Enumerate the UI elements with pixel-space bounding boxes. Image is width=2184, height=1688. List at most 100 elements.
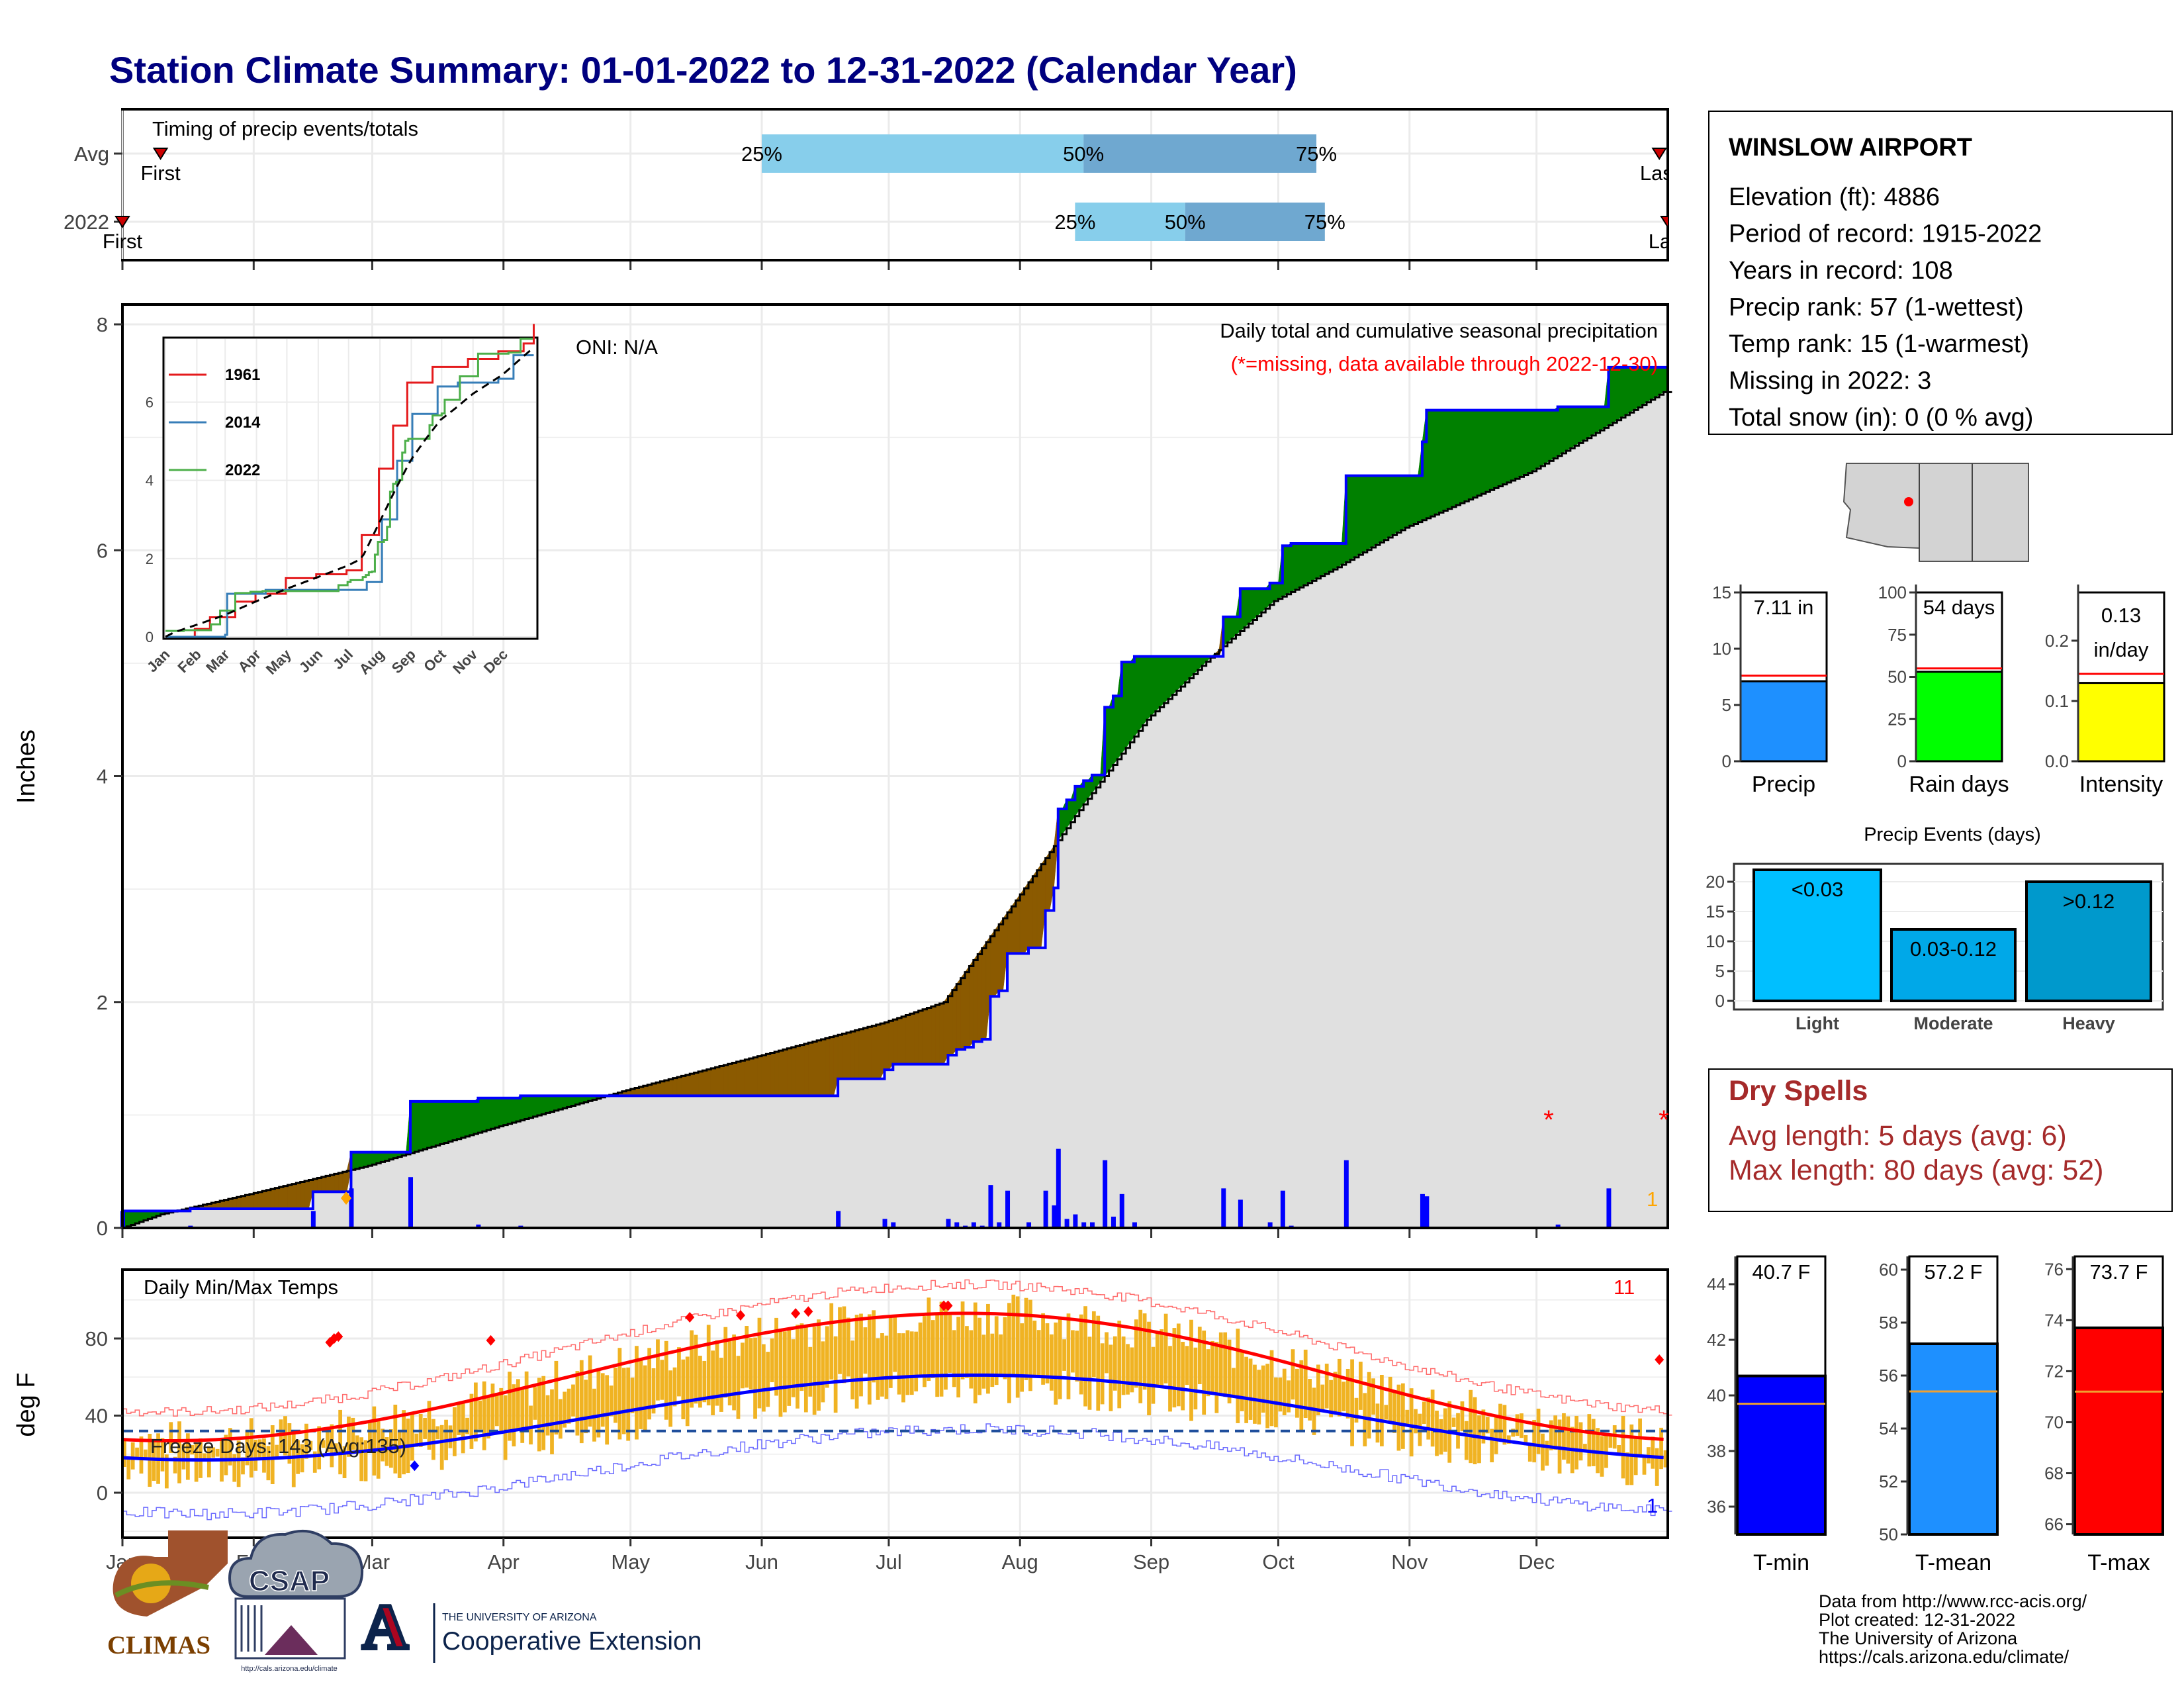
- daily-temp-bar: [275, 1444, 279, 1460]
- daily-temp-bar: [1426, 1397, 1431, 1440]
- daily-temp-bar: [393, 1404, 398, 1474]
- month-tick-label: Oct: [1262, 1550, 1295, 1573]
- inset-line-1961: [165, 324, 535, 638]
- temp-ytick-label: 72: [2044, 1361, 2064, 1381]
- daily-temp-bar: [185, 1433, 190, 1480]
- climas-logo: CLIMAS: [107, 1530, 228, 1660]
- normal-max-line: [122, 1311, 1664, 1442]
- daily-precip-bar: [1056, 1149, 1061, 1228]
- timing-row-label: Avg: [74, 142, 109, 165]
- daily-temp-bar: [965, 1326, 969, 1378]
- daily-temp-bar: [1109, 1344, 1113, 1411]
- daily-temp-bar: [588, 1355, 592, 1427]
- daily-temp-bar: [1524, 1434, 1528, 1446]
- daily-temp-bar: [1316, 1364, 1320, 1416]
- temp-bar-name: T-min: [1753, 1550, 1809, 1575]
- daily-temp-bar: [1320, 1384, 1325, 1411]
- daily-temp-bar: [448, 1425, 453, 1448]
- temperature-bars: 44 42 40 38 36 40.7 F T-min 60 58 56 54 52 50 57.2 F T…: [1707, 1255, 2164, 1575]
- daily-temp-bar: [1100, 1343, 1105, 1405]
- daily-temp-bar: [1422, 1401, 1426, 1425]
- temp-ytick-label: 56: [1879, 1366, 1898, 1385]
- daily-temp-bar: [1553, 1415, 1558, 1450]
- daily-temp-bar: [190, 1444, 195, 1455]
- daily-temp-bar: [211, 1447, 216, 1458]
- csap-logo: CSAP http://cals.arizona.edu/climate: [228, 1529, 364, 1673]
- daily-temp-bar: [732, 1334, 736, 1411]
- daily-temp-bar: [614, 1368, 617, 1423]
- daily-precip-bar: [1343, 1160, 1349, 1228]
- daily-temp-bar: [1240, 1352, 1244, 1411]
- summary-ytick-label: 5: [1722, 695, 1731, 715]
- summary-bar: [2077, 682, 2165, 763]
- timing-bar-50-75: [1185, 203, 1325, 241]
- daily-temp-bar: [829, 1303, 834, 1380]
- temp-title: Daily Min/Max Temps: [144, 1276, 338, 1299]
- daily-temp-bar: [490, 1383, 495, 1430]
- daily-temp-bar: [402, 1410, 406, 1475]
- last-marker: [1660, 216, 1668, 228]
- daily-temp-bar: [1587, 1414, 1592, 1467]
- daily-temp-bar: [363, 1440, 368, 1481]
- daily-temp-bar: [952, 1330, 956, 1387]
- temp-ytick-label: 76: [2044, 1259, 2064, 1279]
- daily-temp-bar: [355, 1435, 359, 1451]
- timing-bar-25-50: [1075, 203, 1185, 241]
- daily-temp-bar: [1439, 1419, 1443, 1455]
- daily-temp-bar: [432, 1419, 435, 1460]
- daily-temp-bar: [981, 1335, 986, 1389]
- daily-temp-bar: [782, 1331, 787, 1413]
- daily-temp-bar: [643, 1365, 647, 1430]
- daily-temp-bar: [1282, 1368, 1287, 1415]
- daily-temp-bar: [973, 1302, 978, 1404]
- daily-temp-bar: [1338, 1358, 1342, 1417]
- daily-temp-bar: [778, 1329, 783, 1417]
- daily-temp-bar: [164, 1454, 169, 1489]
- daily-temp-bar: [872, 1310, 876, 1383]
- events-ytick-label: 0: [1715, 991, 1725, 1011]
- last-label: Last: [1640, 162, 1679, 185]
- daily-temp-bar: [249, 1418, 253, 1478]
- temp-ytick-label: 80: [85, 1327, 108, 1350]
- daily-temp-bar: [761, 1344, 766, 1412]
- summary-ytick-label: 0: [1722, 751, 1731, 771]
- csap-url: http://cals.arizona.edu/climate: [241, 1665, 338, 1673]
- station-info-line: Temp rank: 15 (1-warmest): [1729, 330, 2029, 358]
- daily-temp-bar: [1464, 1421, 1469, 1460]
- daily-temp-bar: [685, 1356, 690, 1427]
- daily-temp-bar: [1456, 1413, 1460, 1449]
- daily-temp-bar: [905, 1330, 910, 1395]
- record-high-marker: [943, 1300, 953, 1311]
- inset-ytick-label: 4: [146, 473, 154, 489]
- daily-temp-bar: [533, 1387, 537, 1420]
- daily-temp-bar: [266, 1446, 271, 1481]
- daily-precip-bar: [1267, 1222, 1273, 1228]
- daily-temp-bar: [1621, 1415, 1625, 1479]
- daily-temp-bar: [410, 1414, 414, 1461]
- daily-temp-bar: [1168, 1346, 1172, 1412]
- daily-temp-bar: [427, 1401, 432, 1450]
- daily-temp-bar: [1511, 1429, 1516, 1437]
- daily-precip-bar: [1111, 1216, 1116, 1228]
- daily-temp-bar: [1181, 1342, 1185, 1411]
- daily-temp-bar: [469, 1393, 474, 1449]
- temp-ytick-label: 40: [85, 1405, 108, 1428]
- daily-temp-bar: [812, 1327, 817, 1415]
- temp-ytick-label: 54: [1879, 1419, 1898, 1438]
- daily-precip-bar: [1221, 1188, 1226, 1228]
- daily-precip-bar: [946, 1219, 951, 1228]
- daily-temp-bar: [1227, 1339, 1232, 1404]
- precip-ytick-label: 6: [97, 539, 108, 562]
- daily-temp-bar: [1062, 1339, 1066, 1371]
- daily-temp-bar: [1041, 1313, 1045, 1385]
- daily-temp-bar: [334, 1443, 338, 1454]
- daily-precip-bar: [836, 1211, 841, 1228]
- daily-temp-bar: [1583, 1444, 1587, 1452]
- daily-temp-bar: [1485, 1417, 1490, 1434]
- daily-temp-bar: [1206, 1349, 1210, 1397]
- summary-bar-name: Intensity: [2079, 772, 2163, 797]
- last-label: Last: [1649, 230, 1688, 253]
- daily-temp-bar: [897, 1333, 901, 1395]
- daily-temp-bar: [1253, 1364, 1257, 1424]
